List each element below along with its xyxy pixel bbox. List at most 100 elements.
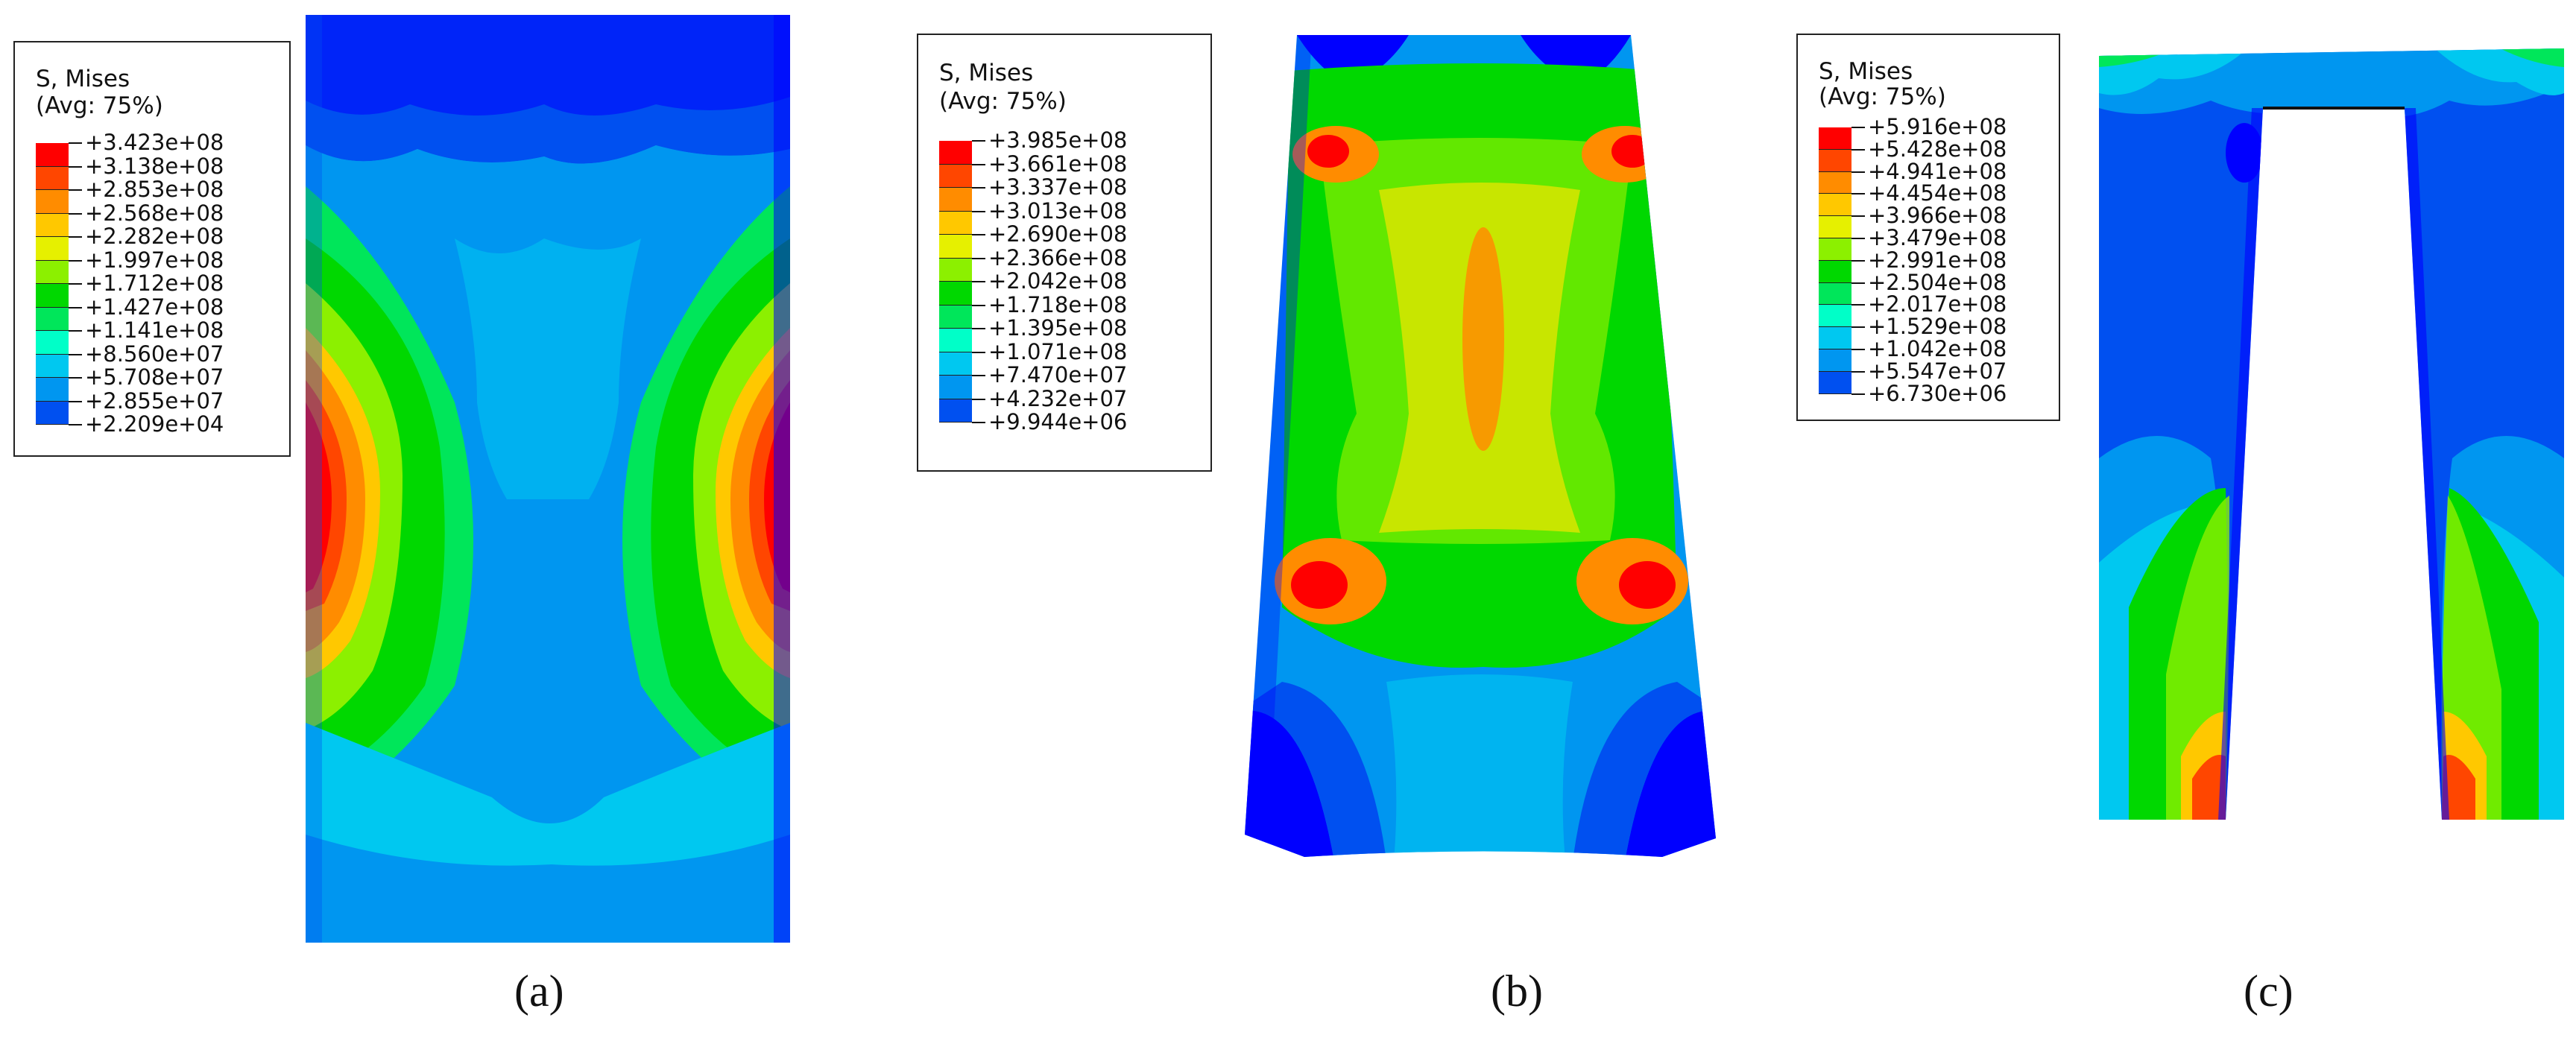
legend-tick	[69, 212, 82, 215]
legend-tick	[1852, 349, 1865, 350]
legend-value-label: +5.708e+07	[85, 364, 224, 390]
legend-value-label: +8.560e+07	[85, 341, 224, 367]
legend-swatch	[1819, 260, 1852, 283]
legend-tick	[69, 236, 82, 238]
legend-swatch	[1819, 127, 1852, 150]
legend-value-label: +2.282e+08	[85, 224, 224, 249]
legend-tick	[972, 257, 985, 259]
legend-swatch	[939, 141, 972, 165]
legend-tick	[69, 330, 82, 332]
legend-swatch	[939, 282, 972, 306]
legend-value-label: +2.504e+08	[1868, 269, 2007, 295]
contour-plot-a	[306, 15, 790, 943]
legend-tick	[1852, 282, 1865, 284]
legend-swatch	[1819, 327, 1852, 349]
legend-swatch	[1819, 149, 1852, 172]
legend-value-label: +3.985e+08	[988, 127, 1128, 153]
legend-tick	[1852, 326, 1865, 329]
legend-value-label: +3.966e+08	[1868, 203, 2007, 229]
legend-tick	[972, 234, 985, 235]
legend-value-label: +2.042e+08	[988, 268, 1128, 294]
legend-tick	[972, 328, 985, 329]
legend-c: S, Mises (Avg: 75%) +5.916e+08 +5.428e+08…	[1796, 34, 2060, 421]
legend-swatch	[36, 237, 69, 261]
legend-a-subtitle: (Avg: 75%)	[36, 92, 163, 119]
legend-swatch	[36, 190, 69, 214]
legend-value-label: +3.138e+08	[85, 153, 224, 179]
legend-value-label: +1.141e+08	[85, 317, 224, 343]
legend-value-label: +1.071e+08	[988, 338, 1128, 364]
legend-tick	[972, 304, 985, 306]
legend-value-label: +3.337e+08	[988, 174, 1128, 200]
legend-tick	[972, 163, 985, 165]
legend-tick	[69, 424, 82, 425]
legend-value-label: +3.479e+08	[1868, 225, 2007, 250]
legend-swatch	[36, 213, 69, 237]
legend-swatch	[36, 401, 69, 425]
caption-a: (a)	[514, 966, 564, 1016]
legend-swatch	[1819, 216, 1852, 238]
legend-tick	[1852, 148, 1865, 151]
legend-c-title: S, Mises	[1819, 58, 1913, 85]
legend-swatch	[939, 188, 972, 212]
legend-value-label: +9.944e+06	[988, 409, 1128, 434]
legend-swatch	[36, 307, 69, 331]
legend-swatch	[939, 329, 972, 352]
legend-tick	[1852, 193, 1865, 195]
legend-value-label: +1.997e+08	[85, 247, 224, 273]
legend-tick	[69, 142, 82, 144]
legend-value-label: +3.423e+08	[85, 130, 224, 155]
legend-swatch	[1819, 194, 1852, 217]
legend-tick	[69, 259, 82, 262]
legend-value-label: +5.916e+08	[1868, 114, 2007, 139]
legend-a: S, Mises (Avg: 75%) +3.423e+08 +3.138e+08…	[13, 41, 291, 457]
legend-tick	[972, 398, 985, 400]
legend-swatch	[939, 352, 972, 376]
legend-tick	[972, 187, 985, 189]
legend-value-label: +1.712e+08	[85, 270, 224, 296]
legend-tick	[1852, 393, 1865, 395]
legend-tick	[1852, 215, 1865, 218]
legend-value-label: +2.853e+08	[85, 177, 224, 202]
legend-value-label: +5.547e+07	[1868, 358, 2007, 384]
legend-value-label: +2.991e+08	[1868, 247, 2007, 273]
legend-swatch	[1819, 305, 1852, 328]
legend-tick	[1852, 259, 1865, 262]
legend-value-label: +2.366e+08	[988, 244, 1128, 270]
legend-value-label: +1.529e+08	[1868, 314, 2007, 340]
legend-swatch	[939, 305, 972, 329]
legend-swatch	[36, 166, 69, 190]
legend-value-label: +2.690e+08	[988, 221, 1128, 247]
legend-value-label: +1.395e+08	[988, 315, 1128, 341]
legend-swatch	[36, 354, 69, 378]
legend-value-label: +2.017e+08	[1868, 291, 2007, 317]
legend-value-label: +6.730e+06	[1868, 380, 2007, 406]
legend-swatch	[36, 378, 69, 402]
legend-swatch	[939, 211, 972, 235]
legend-tick	[972, 422, 985, 423]
legend-value-label: +5.428e+08	[1868, 136, 2007, 162]
legend-tick	[972, 281, 985, 282]
legend-swatch	[36, 143, 69, 167]
contour-b-svg	[1245, 35, 1716, 857]
legend-value-label: +2.209e+04	[85, 411, 224, 437]
legend-swatch	[1819, 371, 1852, 394]
legend-tick	[972, 210, 985, 212]
legend-c-subtitle: (Avg: 75%)	[1819, 83, 1946, 110]
legend-swatch	[939, 258, 972, 282]
legend-swatch	[939, 399, 972, 423]
legend-tick	[69, 189, 82, 191]
legend-swatch	[1819, 282, 1852, 306]
legend-tick	[69, 400, 82, 402]
legend-tick	[972, 375, 985, 376]
legend-swatch	[36, 331, 69, 355]
legend-tick	[69, 165, 82, 168]
legend-tick	[69, 377, 82, 379]
legend-value-label: +1.042e+08	[1868, 336, 2007, 361]
legend-b-title: S, Mises	[939, 60, 1034, 86]
legend-tick	[1852, 127, 1865, 128]
legend-tick	[1852, 370, 1865, 373]
legend-swatch	[1819, 171, 1852, 194]
contour-a-svg	[306, 15, 790, 943]
legend-swatch	[1819, 238, 1852, 261]
